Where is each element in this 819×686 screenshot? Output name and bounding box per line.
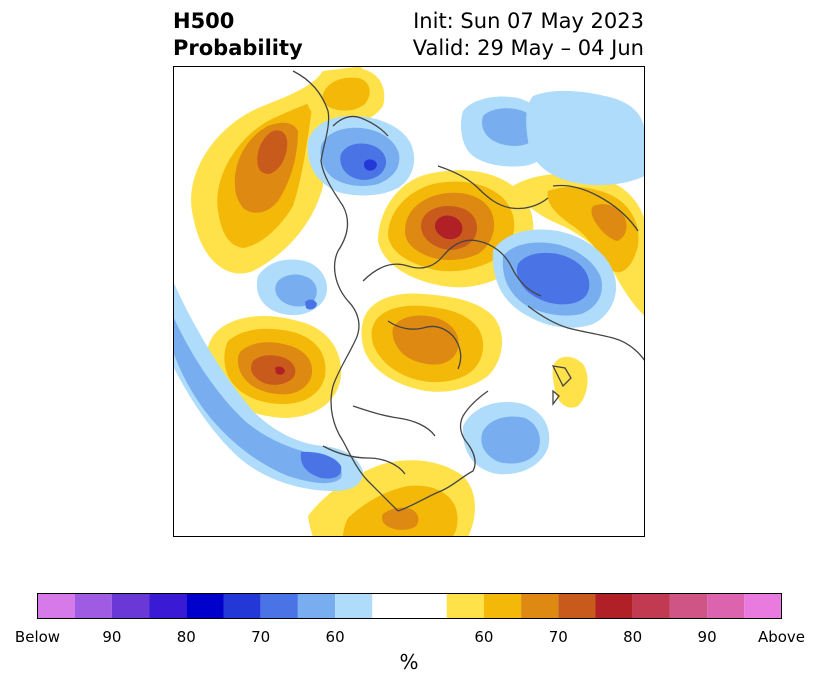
- colorbar-segment: [483, 593, 522, 619]
- colorbar-segment: [335, 593, 373, 619]
- colorbar-tick-label: 70: [251, 628, 271, 646]
- anomaly-above-canada: [361, 293, 503, 392]
- valid-range: Valid: 29 May – 04 Jun: [412, 36, 644, 60]
- title-variable: H500: [173, 9, 235, 33]
- colorbar-tick-label: 60: [325, 628, 345, 646]
- map-frame: [173, 66, 645, 537]
- anomaly-below-pacific-arc: [173, 281, 363, 491]
- init-date: Init: Sun 07 May 2023: [413, 9, 644, 33]
- probability-fields: [173, 66, 645, 537]
- colorbar-tick-label: 80: [176, 628, 196, 646]
- colorbar-segment: [669, 593, 708, 619]
- colorbar-segment: [558, 593, 596, 619]
- colorbar-frame: [37, 593, 782, 619]
- colorbar-segment: [37, 593, 75, 619]
- coastlines: [292, 70, 645, 512]
- anomaly-below-eurasia-east: [492, 229, 617, 328]
- title-field: Probability: [173, 36, 303, 60]
- anomaly-below-atlantic: [462, 402, 550, 475]
- map-canvas: [173, 66, 645, 537]
- plot-title-right: Init: Sun 07 May 2023 Valid: 29 May – 04…: [413, 8, 644, 62]
- colorbar-tick-label: 60: [474, 628, 494, 646]
- colorbar-segment: [744, 593, 782, 619]
- colorbar-segment: [260, 593, 298, 619]
- anomaly-below-russia: [526, 90, 645, 186]
- colorbar-segment: [223, 593, 261, 619]
- anomaly-above-hawaii: [206, 316, 342, 418]
- plot-title-left: H500 Probability: [173, 8, 303, 62]
- colorbar-segment: [149, 593, 187, 619]
- colorbar-tick-label: Below: [14, 628, 61, 646]
- colorbar-tick-label: 70: [548, 628, 568, 646]
- colorbar-segment: [297, 593, 336, 619]
- anomaly-below-bering: [307, 115, 415, 196]
- colorbar-tick-label: 80: [623, 628, 643, 646]
- colorbar-segment: [446, 593, 484, 619]
- colorbar-tick-label: 90: [697, 628, 717, 646]
- colorbar-segment: [372, 593, 447, 619]
- colorbar-segment: [707, 593, 745, 619]
- colorbar: [37, 593, 782, 619]
- anomaly-above-alaska: [306, 68, 385, 125]
- colorbar-tick-label: 90: [102, 628, 122, 646]
- anomaly-below-pacific-mid: [256, 259, 328, 316]
- colorbar-tick-label: Above: [757, 628, 806, 646]
- anomaly-above-atlantic-small: [552, 356, 588, 408]
- colorbar-segment: [521, 593, 559, 619]
- colorbar-segment: [595, 593, 633, 619]
- colorbar-segment: [186, 593, 224, 619]
- colorbar-segment: [111, 593, 150, 619]
- probability-map: [173, 66, 645, 537]
- colorbar-unit: %: [399, 650, 419, 674]
- colorbar-segment: [632, 593, 670, 619]
- colorbar-segment: [74, 593, 112, 619]
